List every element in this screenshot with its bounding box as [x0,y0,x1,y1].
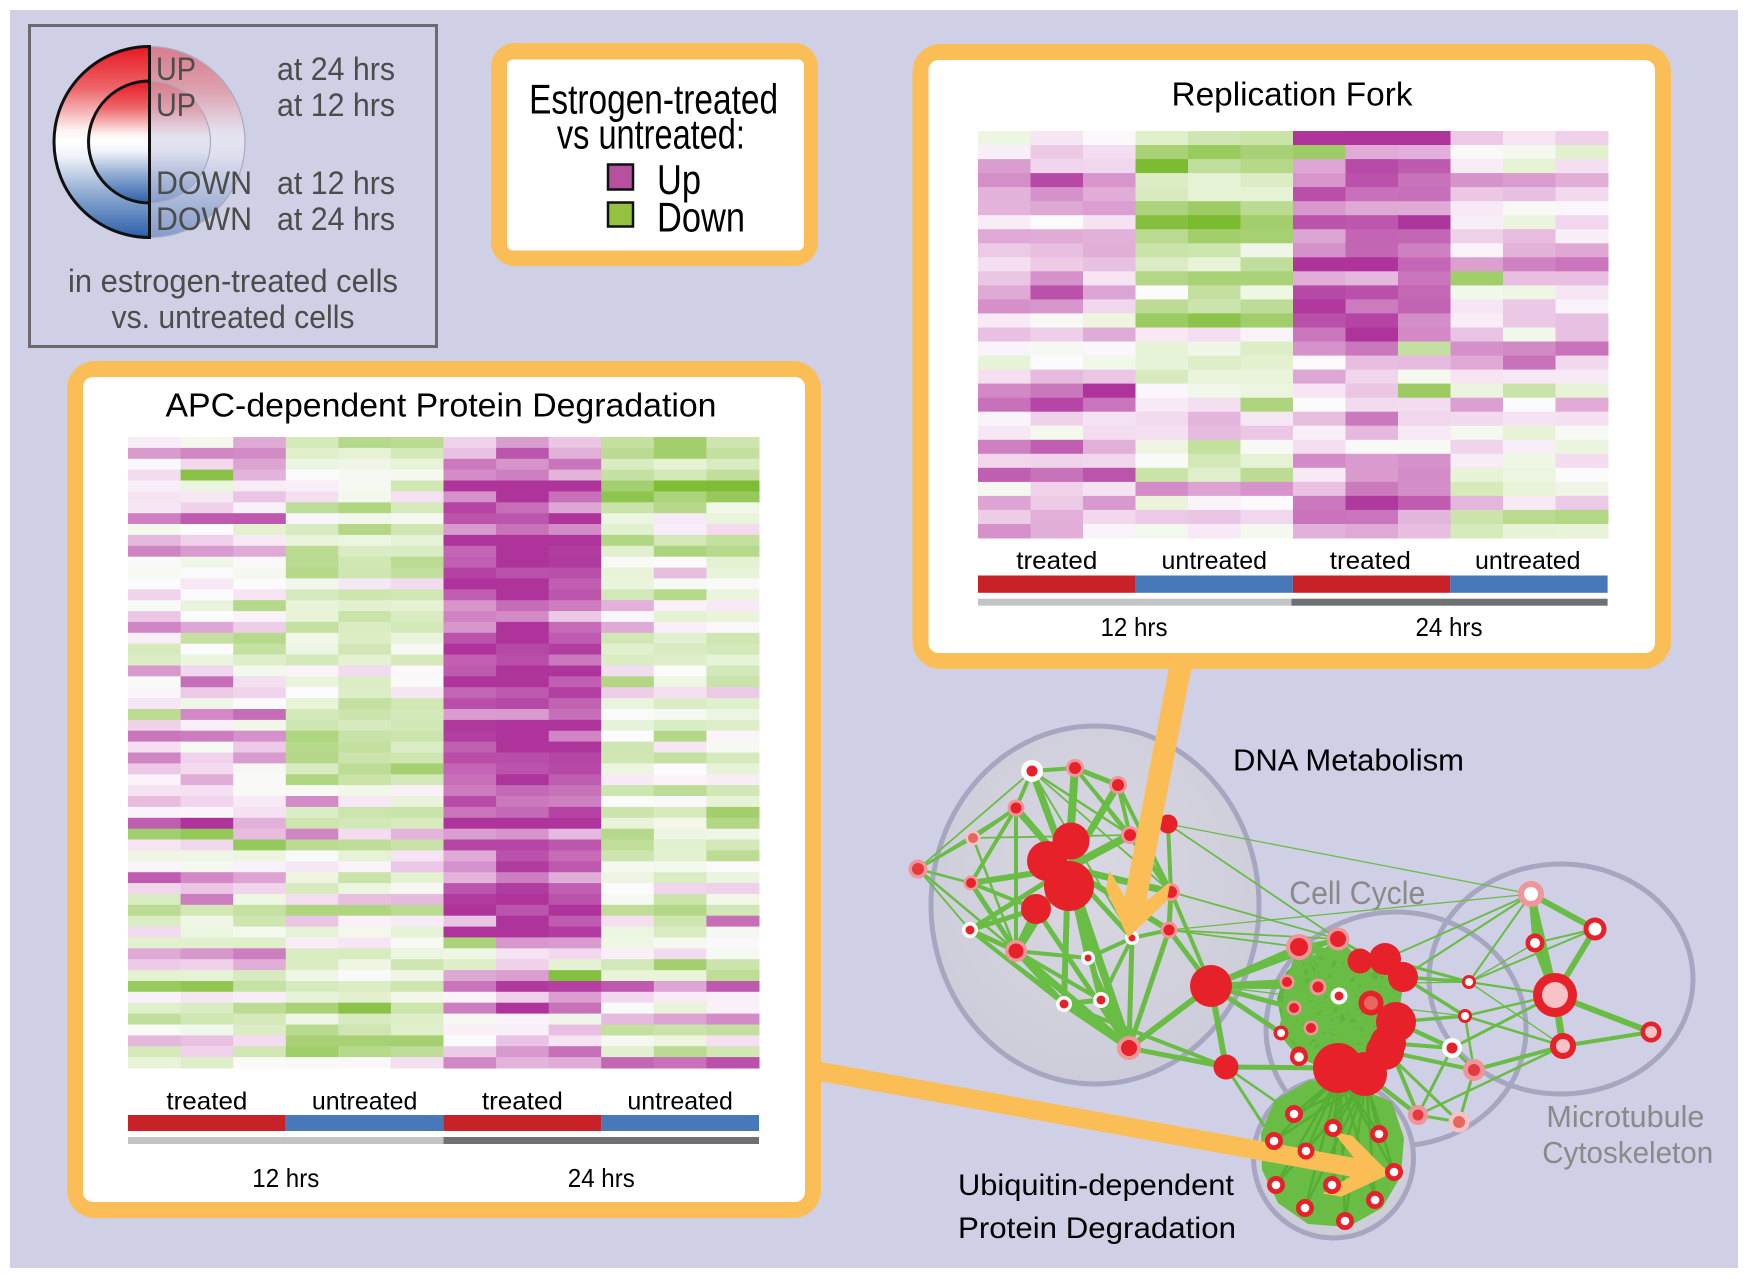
svg-text:Down: Down [657,194,745,241]
svg-text:APC-dependent Protein Degradat: APC-dependent Protein Degradation [166,387,717,424]
svg-text:Cytoskeleton: Cytoskeleton [1542,1136,1713,1170]
svg-text:Microtubule: Microtubule [1546,1100,1704,1134]
svg-text:untreated: untreated [1475,547,1581,575]
svg-text:UP: UP [156,51,196,87]
svg-text:Replication Fork: Replication Fork [1172,76,1413,113]
svg-text:untreated: untreated [627,1088,733,1116]
svg-text:DOWN: DOWN [156,201,252,237]
svg-text:12 hrs: 12 hrs [252,1163,319,1193]
svg-text:untreated: untreated [1162,547,1268,575]
svg-text:at 12 hrs: at 12 hrs [277,87,395,123]
svg-text:in estrogen-treated cells: in estrogen-treated cells [68,263,398,299]
svg-text:at 24 hrs: at 24 hrs [277,201,395,237]
svg-text:Ubiquitin-dependent: Ubiquitin-dependent [958,1169,1235,1202]
svg-text:24 hrs: 24 hrs [568,1163,635,1193]
svg-text:treated: treated [166,1088,247,1116]
svg-text:Estrogen-treated: Estrogen-treated [529,76,778,123]
svg-text:at 24 hrs: at 24 hrs [277,51,395,87]
svg-text:vs untreated:: vs untreated: [557,111,745,158]
svg-text:vs. untreated cells: vs. untreated cells [112,299,355,335]
svg-text:at 12 hrs: at 12 hrs [277,165,395,201]
svg-text:24 hrs: 24 hrs [1416,612,1483,642]
svg-text:UP: UP [156,87,196,123]
svg-text:treated: treated [1330,547,1411,575]
svg-text:Cell Cycle: Cell Cycle [1289,875,1425,911]
svg-text:treated: treated [1016,547,1097,575]
svg-text:Up: Up [657,156,701,203]
svg-text:12 hrs: 12 hrs [1101,612,1168,642]
svg-text:Protein Degradation: Protein Degradation [958,1212,1236,1245]
svg-text:treated: treated [482,1088,563,1116]
svg-text:DNA Metabolism: DNA Metabolism [1233,743,1464,778]
svg-text:DOWN: DOWN [156,165,252,201]
svg-text:untreated: untreated [312,1088,418,1116]
